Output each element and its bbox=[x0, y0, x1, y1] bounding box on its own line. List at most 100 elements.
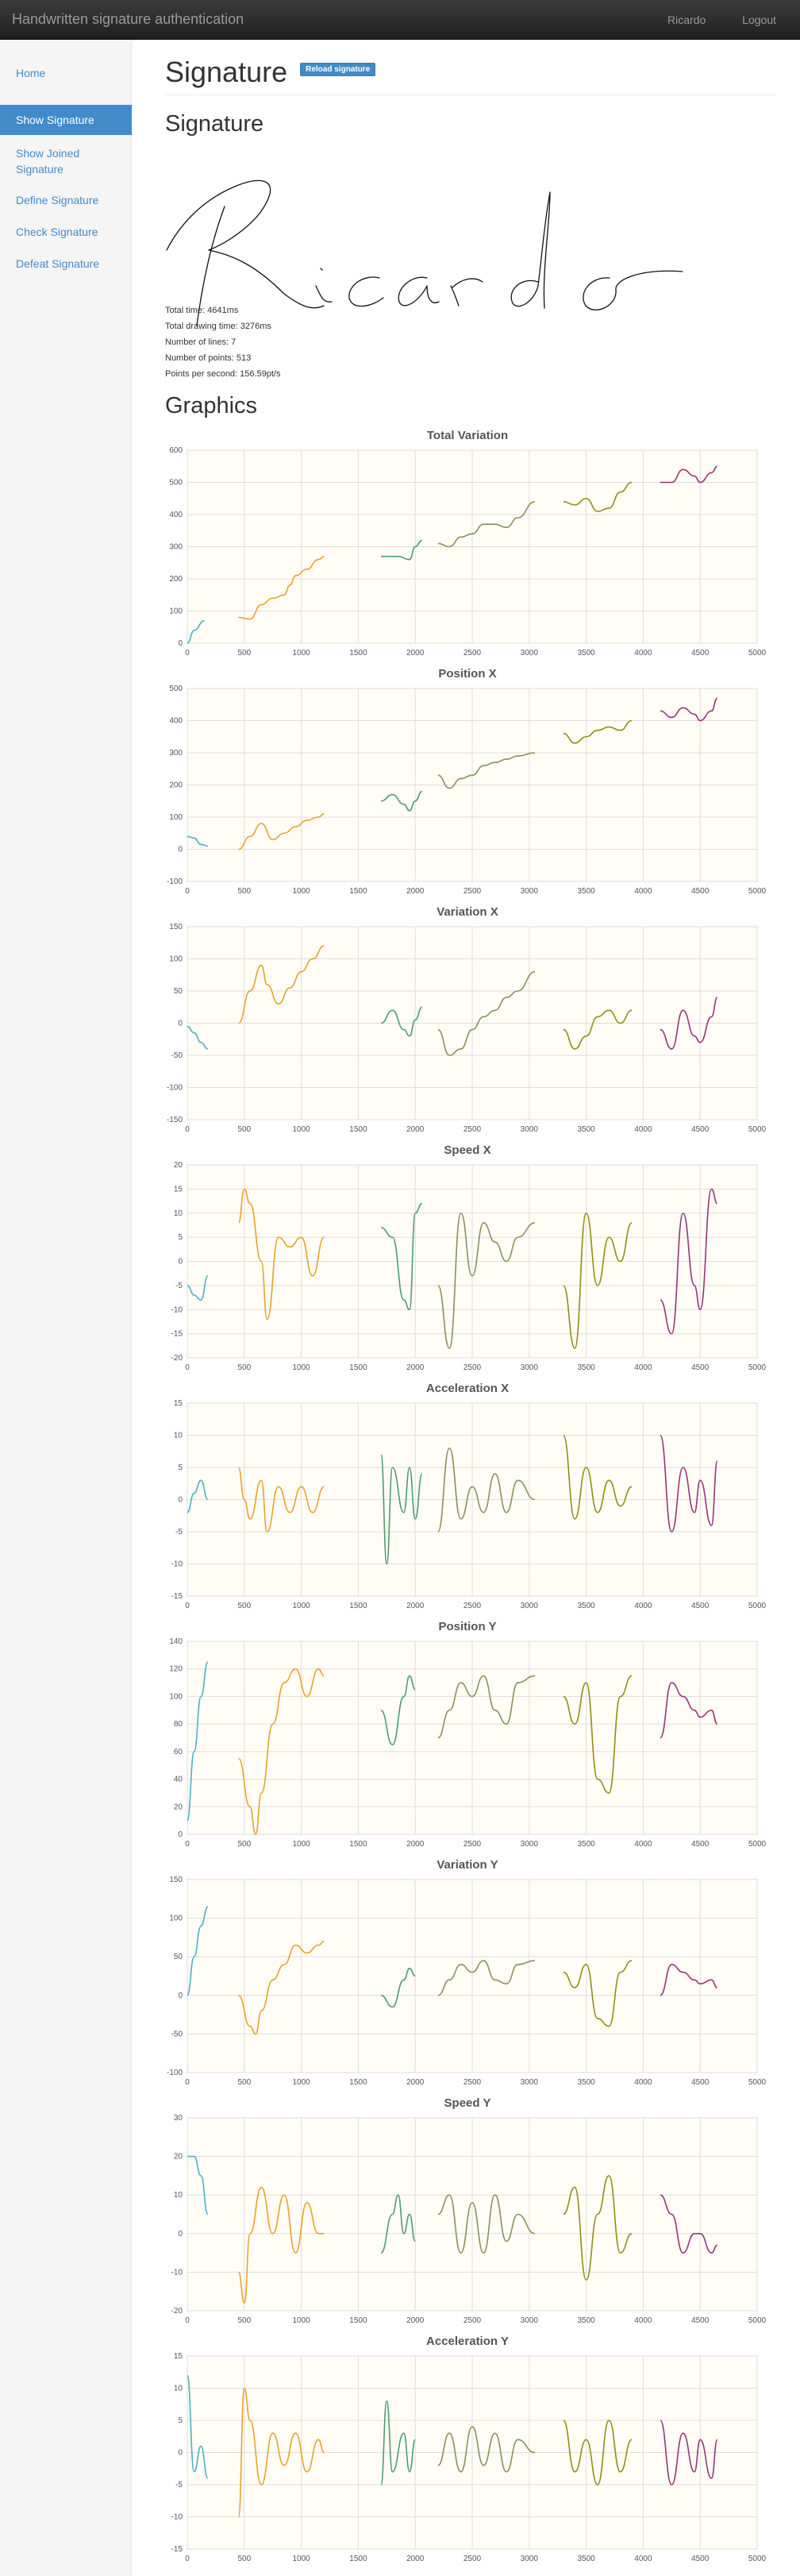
x-tick-label: 4000 bbox=[634, 1125, 652, 1134]
x-tick-label: 4500 bbox=[691, 1125, 710, 1134]
signature-stats: Total time: 4641ms Total drawing time: 3… bbox=[165, 303, 281, 382]
y-tick-label: 150 bbox=[169, 1876, 183, 1884]
x-tick-label: 1500 bbox=[349, 1363, 367, 1372]
x-tick-label: 5000 bbox=[748, 2316, 767, 2325]
series-line-5 bbox=[660, 697, 718, 722]
sidebar-item-home[interactable]: Home bbox=[16, 67, 46, 79]
series-line-2 bbox=[380, 1202, 423, 1311]
stat-total-time: Total time: 4641ms bbox=[165, 306, 239, 315]
series-line-0 bbox=[187, 1275, 209, 1301]
y-tick-label: 20 bbox=[174, 1803, 183, 1811]
series-line-2 bbox=[380, 1006, 423, 1037]
x-tick-label: 3500 bbox=[577, 1125, 595, 1134]
chart-6: Variation Y 0 500 1000 1500 2000 2500 3000 3500 4… bbox=[165, 1858, 770, 2093]
stat-lines: Number of lines: 7 bbox=[165, 337, 237, 347]
y-tick-label: -10 bbox=[171, 1560, 183, 1569]
signature-stroke-r-stem bbox=[196, 206, 225, 326]
x-tick-label: 2000 bbox=[406, 887, 425, 896]
signature-canvas bbox=[166, 179, 683, 326]
stat-points-per-second: Points per second: 156.59pt/s bbox=[165, 369, 281, 379]
x-tick-label: 4500 bbox=[691, 1602, 710, 1610]
x-tick-label: 500 bbox=[237, 1363, 251, 1372]
series-line-4 bbox=[563, 1960, 633, 2027]
chart-title: Variation Y bbox=[437, 1858, 498, 1872]
y-tick-label: -5 bbox=[175, 2481, 183, 2489]
x-tick-label: 3500 bbox=[577, 1840, 595, 1849]
title-divider bbox=[165, 94, 776, 95]
y-tick-label: 600 bbox=[169, 446, 183, 455]
x-tick-label: 3500 bbox=[577, 2555, 595, 2563]
x-tick-label: 3500 bbox=[577, 2316, 595, 2325]
y-tick-label: 100 bbox=[169, 813, 183, 822]
x-tick-label: 1000 bbox=[292, 1363, 310, 1372]
y-tick-label: -20 bbox=[171, 1354, 183, 1363]
x-tick-label: 500 bbox=[237, 649, 251, 657]
x-tick-label: 5000 bbox=[748, 1363, 767, 1372]
x-tick-label: 0 bbox=[185, 1363, 190, 1372]
x-tick-label: 3500 bbox=[577, 2078, 595, 2087]
signature-stroke-r bbox=[166, 179, 325, 309]
y-tick-label: 120 bbox=[169, 1665, 183, 1674]
chart-0: Total Variation 0 500 1000 1500 2000 2500 3000 3… bbox=[165, 429, 770, 664]
brand-title[interactable]: Handwritten signature authentication bbox=[12, 11, 244, 27]
logout-link[interactable]: Logout bbox=[742, 13, 776, 26]
series-line-1 bbox=[237, 2186, 325, 2304]
y-tick-label: 50 bbox=[174, 987, 183, 996]
y-tick-label: -100 bbox=[167, 2069, 183, 2077]
chart-title: Speed Y bbox=[444, 2096, 491, 2110]
x-tick-label: 1000 bbox=[292, 1602, 310, 1610]
series-line-5 bbox=[660, 997, 718, 1050]
navbar: Handwritten signature authentication Ric… bbox=[0, 0, 800, 40]
x-tick-label: 5000 bbox=[748, 2555, 767, 2563]
x-tick-label: 5000 bbox=[748, 1125, 767, 1134]
x-tick-label: 1000 bbox=[292, 2316, 310, 2325]
y-tick-label: 5 bbox=[178, 1233, 183, 1242]
series-line-4 bbox=[563, 1212, 633, 1349]
y-tick-label: 400 bbox=[169, 717, 183, 726]
chart-svg: 0 500 1000 1500 2000 2500 3000 3500 4000 4500 5000… bbox=[169, 1637, 766, 1849]
user-menu-link[interactable]: Ricardo bbox=[667, 13, 706, 26]
chart-7: Speed Y 0 500 1000 1500 2000 2500 3000 3500 4000 4… bbox=[165, 2096, 770, 2331]
y-tick-label: 0 bbox=[178, 846, 183, 854]
y-tick-label: 50 bbox=[174, 1953, 183, 1961]
chart-title: Variation X bbox=[437, 905, 498, 919]
x-tick-label: 1000 bbox=[292, 2078, 310, 2087]
sidebar-item-check-signature[interactable]: Check Signature bbox=[16, 226, 98, 238]
x-tick-label: 2000 bbox=[406, 2078, 425, 2087]
y-tick-label: -10 bbox=[171, 1305, 183, 1314]
page-title: Signature Reload signature bbox=[165, 56, 376, 89]
x-tick-label: 2500 bbox=[463, 1363, 482, 1372]
x-tick-label: 1000 bbox=[292, 2555, 310, 2563]
y-tick-label: -10 bbox=[171, 2513, 183, 2522]
x-tick-label: 0 bbox=[185, 649, 190, 657]
x-tick-label: 3000 bbox=[521, 887, 539, 896]
series-line-1 bbox=[237, 1188, 325, 1321]
y-tick-label: 300 bbox=[169, 749, 183, 758]
x-tick-label: 4000 bbox=[634, 1363, 652, 1372]
chart-8: Acceleration Y 0 500 1000 1500 2000 2500 3000 35… bbox=[165, 2335, 770, 2570]
y-tick-label: 10 bbox=[174, 2191, 183, 2200]
x-tick-label: 2000 bbox=[406, 1840, 425, 1849]
chart-title: Acceleration X bbox=[425, 1382, 510, 1395]
series-line-2 bbox=[380, 2400, 416, 2485]
x-tick-label: 500 bbox=[237, 1840, 251, 1849]
sidebar-item-defeat-signature[interactable]: Defeat Signature bbox=[16, 257, 100, 270]
sidebar-item-define-signature[interactable]: Define Signature bbox=[16, 194, 99, 206]
x-tick-label: 4500 bbox=[691, 2555, 710, 2563]
signature-stroke-r2 bbox=[450, 278, 483, 307]
x-tick-label: 0 bbox=[185, 1602, 190, 1610]
sidebar-item-show-joined-signature[interactable]: Show Joined Signature bbox=[16, 147, 80, 175]
x-tick-label: 3000 bbox=[521, 1602, 539, 1610]
sidebar-item-show-signature[interactable]: Show Signature bbox=[0, 105, 132, 135]
y-tick-label: 5 bbox=[178, 2416, 183, 2425]
series-line-4 bbox=[563, 481, 633, 512]
y-tick-label: -20 bbox=[171, 2307, 183, 2316]
x-tick-label: 2000 bbox=[406, 1602, 425, 1610]
reload-signature-button[interactable]: Reload signature bbox=[300, 62, 376, 76]
signature-heading: Signature bbox=[165, 111, 264, 137]
x-tick-label: 3000 bbox=[521, 2316, 539, 2325]
x-tick-label: 0 bbox=[185, 1125, 190, 1134]
graphics-heading: Graphics bbox=[165, 393, 258, 418]
chart-svg: 0 500 1000 1500 2000 2500 3000 3500 4000 4500 5000… bbox=[167, 684, 767, 896]
x-tick-label: 500 bbox=[237, 2555, 251, 2563]
